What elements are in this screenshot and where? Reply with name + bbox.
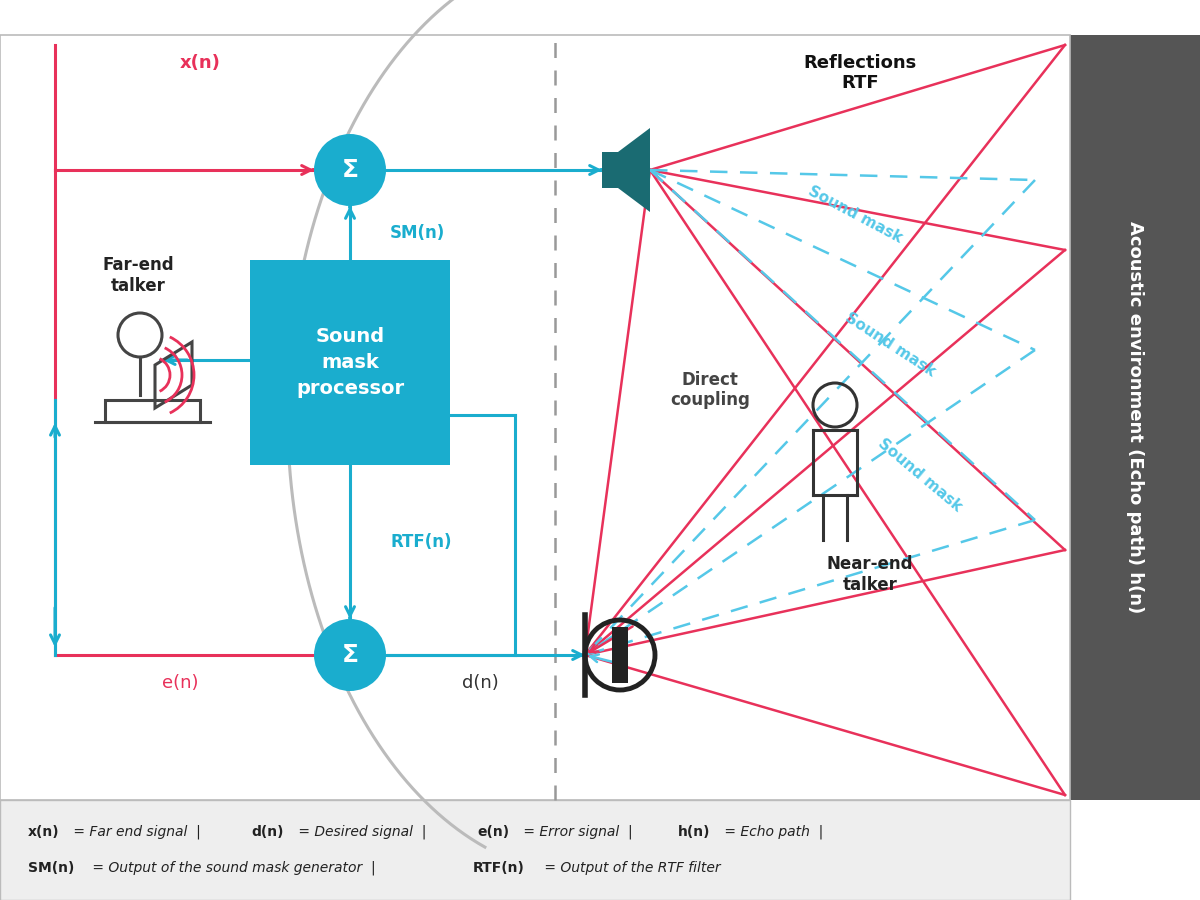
Polygon shape xyxy=(1070,35,1200,800)
Text: Near-end
talker: Near-end talker xyxy=(827,555,913,594)
Text: h(n): h(n) xyxy=(678,825,710,839)
Text: Acoustic environment (Echo path) h(n): Acoustic environment (Echo path) h(n) xyxy=(1126,221,1144,614)
Text: Reflections
RTF: Reflections RTF xyxy=(803,54,917,93)
FancyBboxPatch shape xyxy=(250,260,450,465)
Text: Σ: Σ xyxy=(342,158,359,182)
Text: x(n): x(n) xyxy=(180,54,221,72)
Polygon shape xyxy=(602,152,618,188)
Text: Sound mask: Sound mask xyxy=(805,184,905,247)
Text: = Output of the RTF filter: = Output of the RTF filter xyxy=(540,861,721,875)
Text: Σ: Σ xyxy=(342,643,359,667)
Text: SM(n): SM(n) xyxy=(390,224,445,242)
Text: RTF(n): RTF(n) xyxy=(390,533,451,551)
Text: Sound mask: Sound mask xyxy=(842,310,938,380)
Text: Far-end
talker: Far-end talker xyxy=(102,256,174,295)
Text: SM(n): SM(n) xyxy=(28,861,74,875)
Text: x(n): x(n) xyxy=(28,825,60,839)
Text: e(n): e(n) xyxy=(162,674,198,692)
Polygon shape xyxy=(0,800,1070,900)
Circle shape xyxy=(314,619,386,691)
Circle shape xyxy=(314,134,386,206)
Text: = Error signal  |: = Error signal | xyxy=(518,824,641,839)
Text: = Echo path  |: = Echo path | xyxy=(720,824,823,839)
Text: RTF(n): RTF(n) xyxy=(473,861,526,875)
Text: Direct
coupling: Direct coupling xyxy=(670,371,750,410)
Text: = Desired signal  |: = Desired signal | xyxy=(294,824,434,839)
Text: = Output of the sound mask generator  |: = Output of the sound mask generator | xyxy=(89,860,385,875)
FancyBboxPatch shape xyxy=(612,627,628,683)
Text: e(n): e(n) xyxy=(478,825,509,839)
Text: = Far end signal  |: = Far end signal | xyxy=(70,824,210,839)
Text: d(n): d(n) xyxy=(252,825,284,839)
Text: Sound
mask
processor: Sound mask processor xyxy=(296,327,404,399)
Polygon shape xyxy=(618,128,650,212)
Text: Sound mask: Sound mask xyxy=(875,436,965,514)
Text: d(n): d(n) xyxy=(462,674,498,692)
